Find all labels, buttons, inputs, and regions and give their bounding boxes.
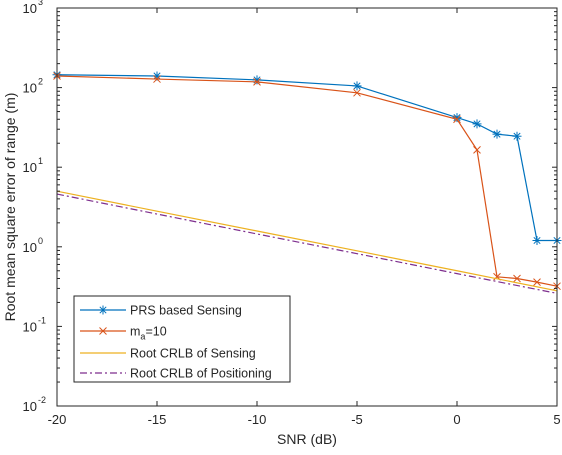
y-tick-exponent: -2 xyxy=(38,395,46,405)
asterisk-marker xyxy=(352,81,362,91)
x-marker xyxy=(153,75,161,83)
x-marker xyxy=(513,274,521,283)
x-tick-label: -20 xyxy=(48,412,67,427)
legend-entry: Root CRLB of Positioning xyxy=(80,367,272,381)
y-tick-label: 10 xyxy=(23,399,37,414)
legend-entry: Root CRLB of Sensing xyxy=(80,347,256,361)
legend-label: Root CRLB of Positioning xyxy=(130,367,272,381)
series-line xyxy=(56,75,558,287)
asterisk-marker xyxy=(252,75,262,85)
x-tick-label: -5 xyxy=(351,412,363,427)
x-marker xyxy=(353,88,361,97)
x-tick-label: 0 xyxy=(453,412,460,427)
x-axis-label: SNR (dB) xyxy=(277,431,337,447)
y-tick-exponent: 2 xyxy=(38,77,43,87)
y-tick-exponent: 1 xyxy=(38,156,43,166)
asterisk-marker xyxy=(452,113,462,123)
legend-label: PRS based Sensing xyxy=(130,304,242,318)
x-tick-label: -10 xyxy=(248,412,267,427)
legend-label: Root CRLB of Sensing xyxy=(130,347,256,361)
y-tick-label: 10 xyxy=(23,1,37,16)
legend-label: ma=10 xyxy=(130,325,167,342)
asterisk-marker xyxy=(532,235,542,245)
y-axis-label: Root mean square error of range (m) xyxy=(2,93,18,322)
x-marker xyxy=(99,327,107,335)
x-tick-label: 5 xyxy=(553,412,560,427)
x-axis-ticks: -20 -15 -10 -5 0 5 xyxy=(48,8,561,427)
y-tick-label: 10 xyxy=(23,81,37,96)
axes-box xyxy=(56,7,558,407)
y-tick-exponent: -1 xyxy=(38,315,46,325)
series-line xyxy=(56,74,557,242)
x-tick-label: -15 xyxy=(148,412,167,427)
legend: PRS based Sensing ma=10 Root CRLB of Sensi… xyxy=(73,295,291,383)
series-line xyxy=(56,193,558,294)
x-marker xyxy=(533,278,541,286)
y-tick-label: 10 xyxy=(23,240,37,255)
series-3 xyxy=(56,193,558,294)
series-line xyxy=(56,190,558,292)
y-tick-exponent: 0 xyxy=(38,236,43,246)
x-marker xyxy=(253,78,261,86)
asterisk-marker xyxy=(512,131,522,141)
x-marker xyxy=(453,115,461,124)
y-tick-label: 10 xyxy=(23,160,37,175)
series-layer xyxy=(52,70,562,294)
x-marker xyxy=(473,146,481,154)
legend-entry: ma=10 xyxy=(80,325,167,342)
asterisk-marker xyxy=(472,119,482,129)
legend-entry: PRS based Sensing xyxy=(80,304,242,318)
asterisk-marker xyxy=(492,129,502,139)
asterisk-marker xyxy=(98,305,108,315)
series-2 xyxy=(56,190,558,292)
y-tick-label: 10 xyxy=(23,319,37,334)
y-tick-exponent: 3 xyxy=(38,0,43,7)
